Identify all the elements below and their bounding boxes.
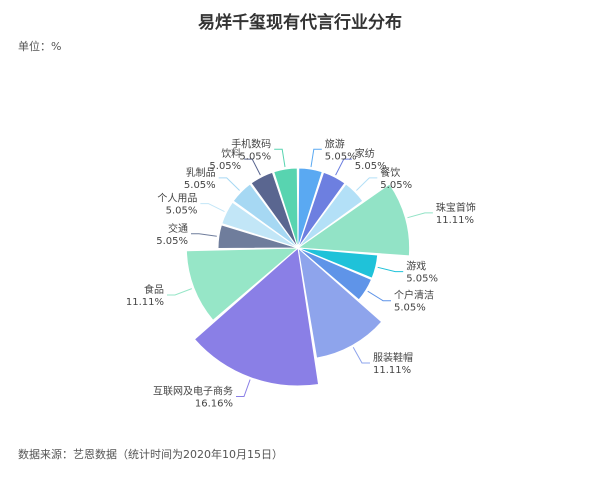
slice-label-6: 服装鞋帽 [373, 351, 413, 364]
leader-line-6 [352, 347, 370, 364]
leader-line-7 [236, 379, 251, 397]
leader-line-3 [407, 212, 433, 219]
slice-10 [221, 201, 299, 249]
slice-13 [273, 167, 299, 249]
leader-line-5 [367, 290, 391, 302]
slice-label-7: 互联网及电子商务 [153, 385, 233, 398]
chart-title: 易烊千玺现有代言行业分布 [198, 13, 402, 33]
leader-line-13 [274, 148, 286, 168]
slice-5 [297, 247, 373, 301]
slice-7 [193, 247, 320, 387]
leader-line-11 [218, 177, 240, 191]
slice-value-1: 5.05% [355, 161, 387, 172]
slice-value-13: 5.05% [239, 151, 271, 162]
slice-value-4: 5.05% [406, 274, 438, 285]
slice-value-0: 5.05% [325, 151, 357, 162]
leader-line-4 [377, 266, 404, 273]
leader-line-9 [191, 233, 217, 237]
slice-1 [297, 171, 346, 249]
slice-label-5: 个户清洁 [394, 289, 434, 302]
slice-value-8: 11.11% [126, 297, 164, 308]
leader-line-1 [335, 158, 352, 176]
slice-label-11: 乳制品 [186, 166, 216, 179]
slice-value-7: 16.16% [195, 399, 233, 410]
slice-label-4: 游戏 [406, 260, 426, 273]
slice-0 [297, 167, 323, 249]
slice-value-10: 5.05% [166, 206, 198, 217]
slice-value-9: 5.05% [156, 236, 188, 247]
slice-label-9: 交通 [168, 222, 188, 235]
leader-line-12 [244, 158, 261, 176]
slice-label-1: 家纺 [355, 147, 375, 160]
unit-label: 单位：% [18, 40, 62, 53]
slice-label-12: 饮料 [221, 147, 241, 160]
slice-6 [297, 246, 383, 359]
slice-8 [185, 247, 300, 322]
leader-line-2 [356, 177, 378, 191]
slice-4 [297, 247, 379, 279]
slice-label-3: 珠宝首饰 [436, 201, 476, 214]
leader-line-0 [310, 148, 322, 168]
slice-value-5: 5.05% [394, 303, 426, 314]
slice-value-6: 11.11% [373, 365, 411, 376]
slice-9 [217, 224, 299, 250]
slice-value-3: 11.11% [436, 215, 474, 226]
slice-value-11: 5.05% [184, 180, 216, 191]
slice-2 [297, 183, 364, 249]
data-source-note: 数据来源：艺恩数据（统计时间为2020年10月15日） [18, 448, 283, 461]
slice-label-13: 手机数码 [231, 137, 271, 150]
slice-11 [232, 183, 299, 249]
slice-value-12: 5.05% [209, 161, 241, 172]
slice-value-2: 5.05% [380, 180, 412, 191]
slice-label-8: 食品 [144, 283, 164, 296]
leader-line-10 [200, 203, 225, 213]
leader-line-8 [167, 288, 192, 296]
slice-3 [296, 183, 411, 257]
slice-label-0: 旅游 [325, 137, 345, 150]
slice-12 [250, 171, 299, 249]
slice-label-10: 个人用品 [157, 193, 197, 205]
slice-label-2: 餐饮 [380, 166, 400, 179]
